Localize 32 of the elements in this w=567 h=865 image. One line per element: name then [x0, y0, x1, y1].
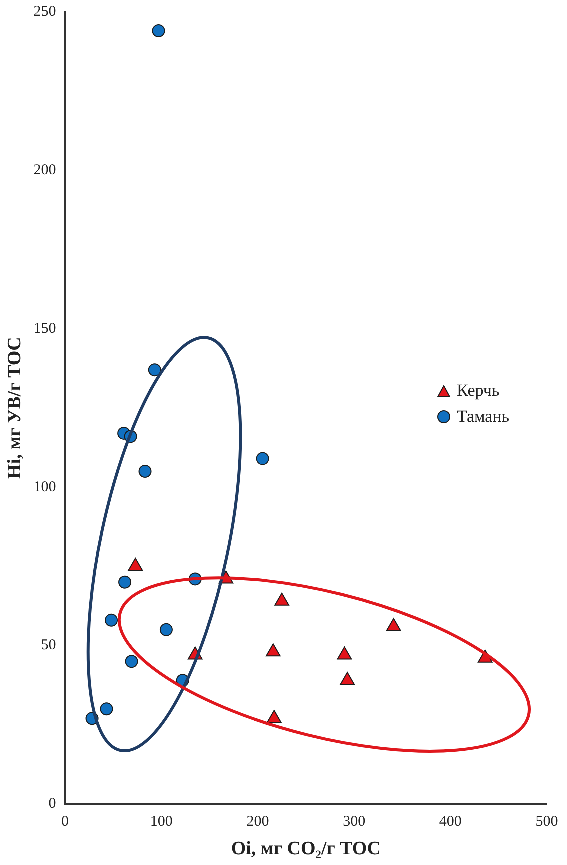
x-tick-label: 100	[150, 814, 173, 830]
y-tick-label: 200	[34, 162, 56, 178]
legend-label: Тамань	[457, 407, 510, 428]
x-tick-label: 500	[536, 814, 558, 830]
legend-label: Керчь	[457, 381, 500, 402]
x-axis-title: Oi, мг CO₂/г TOC	[231, 838, 381, 860]
point	[266, 644, 281, 657]
y-tick-label: 50	[41, 638, 56, 654]
y-tick-label: 100	[34, 479, 56, 496]
point	[118, 576, 132, 589]
x-tick-label: 400	[439, 814, 462, 830]
y-tick-label: 250	[34, 4, 56, 20]
x-tick-label: 300	[343, 814, 366, 830]
y-tick-label: 150	[34, 320, 56, 337]
y-axis-title: Hi, мг УВ/г TOC	[4, 337, 26, 480]
x-tick-label: 200	[246, 814, 270, 830]
point	[138, 464, 152, 478]
point	[128, 558, 144, 572]
y-tick-label: 0	[48, 796, 56, 812]
point	[148, 364, 162, 377]
point	[105, 614, 118, 627]
point	[340, 672, 356, 686]
point	[256, 452, 270, 466]
point	[100, 702, 114, 716]
point	[152, 24, 166, 38]
point	[160, 623, 173, 636]
point	[337, 646, 352, 660]
point	[266, 710, 282, 724]
point	[125, 655, 138, 668]
point	[274, 592, 290, 606]
point	[386, 618, 402, 632]
x-tick-label: 0	[62, 814, 70, 830]
